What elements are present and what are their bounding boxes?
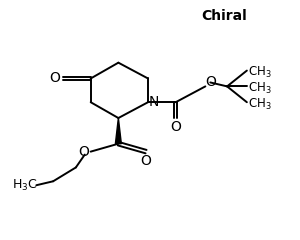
- Text: CH$_3$: CH$_3$: [248, 65, 272, 80]
- Polygon shape: [116, 118, 121, 144]
- Text: O: O: [141, 154, 152, 168]
- Text: N: N: [149, 95, 159, 109]
- Text: CH$_3$: CH$_3$: [248, 81, 272, 96]
- Text: O: O: [170, 120, 181, 134]
- Text: O: O: [50, 72, 61, 85]
- Text: H$_3$C: H$_3$C: [12, 178, 37, 193]
- Text: Chiral: Chiral: [201, 9, 247, 23]
- Text: O: O: [205, 75, 216, 90]
- Text: CH$_3$: CH$_3$: [248, 97, 272, 112]
- Text: O: O: [78, 145, 89, 159]
